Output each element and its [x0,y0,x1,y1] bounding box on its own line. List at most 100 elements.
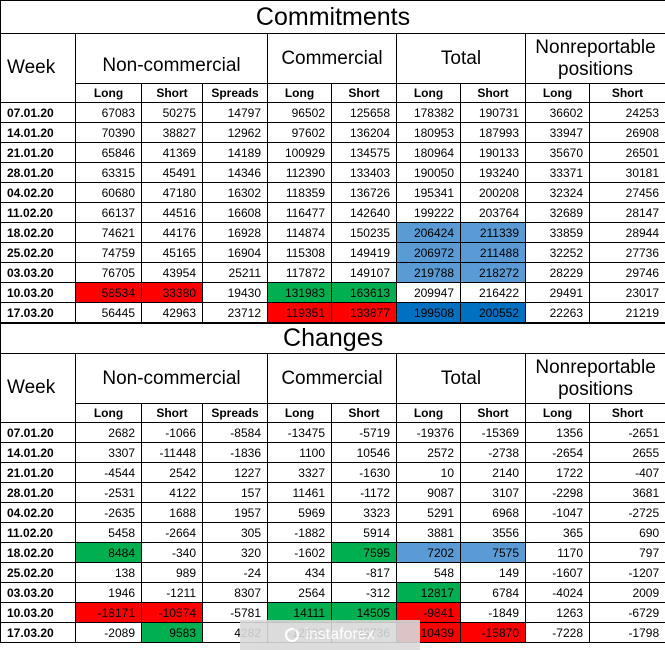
value-cell: 11461 [267,482,332,503]
column-header: Short [588,83,665,103]
value-cell: 44516 [141,202,203,223]
column-header: Short [141,403,203,423]
value-cell: -2738 [460,442,526,463]
column-header: Spreads [202,403,268,423]
value-cell: 219788 [396,262,461,283]
value-cell: 131983 [267,282,332,303]
watermark: instaforex [240,620,420,650]
changes-title: Changes [0,323,665,354]
table-row: 25.02.20 74759 45165 16904 115308 149419 20697… [0,242,665,263]
value-cell: 16904 [202,242,268,263]
value-cell: 320 [202,542,268,563]
value-cell: 199222 [396,202,461,223]
value-cell: 190050 [396,162,461,183]
value-cell: 218272 [460,262,526,283]
value-cell: 10 [396,462,461,483]
value-cell: -1066 [141,422,203,443]
value-cell: -817 [331,562,397,583]
value-cell: -10574 [141,602,203,623]
column-header: Long [525,403,590,423]
value-cell: 190731 [460,102,526,123]
value-cell: 200208 [460,182,526,203]
value-cell: -5719 [331,422,397,443]
group-nonreportable: Nonreportable positions [524,353,665,404]
week-date: 10.03.20 [0,282,76,303]
group-total: Total [396,33,526,84]
value-cell: 27456 [588,182,665,203]
value-cell: 16608 [202,202,268,223]
value-cell: 25211 [202,262,268,283]
value-cell: 36602 [525,102,590,123]
value-cell: -9841 [396,602,461,623]
value-cell: 2542 [141,462,203,483]
value-cell: 32252 [525,242,590,263]
value-cell: 2572 [396,442,461,463]
table-row: 28.01.20 -2531 4122 157 11461 -1172 9087 3107 -2… [0,482,665,503]
table-row: 18.02.20 74621 44176 16928 114874 150235 20642… [0,222,665,243]
value-cell: 3556 [460,522,526,543]
value-cell: -1211 [141,582,203,603]
value-cell: 67083 [75,102,142,123]
value-cell: 29746 [588,262,665,283]
value-cell: 41369 [141,142,203,163]
value-cell: -1607 [525,562,590,583]
value-cell: 134575 [331,142,397,163]
value-cell: 14189 [202,142,268,163]
value-cell: 1946 [75,582,142,603]
value-cell: 29491 [525,282,590,303]
table-row: 17.03.20 56445 42963 23712 119351 133877 19950… [0,302,665,323]
column-header: Short [460,83,526,103]
value-cell: -2531 [75,482,142,503]
value-cell: 7575 [460,542,526,563]
value-cell: -2635 [75,502,142,523]
column-header: Short [588,403,665,423]
value-cell: 142640 [331,202,397,223]
value-cell: 1957 [202,502,268,523]
value-cell: 70390 [75,122,142,143]
value-cell: 33859 [525,222,590,243]
week-date: 14.01.20 [0,442,76,463]
value-cell: 5914 [331,522,397,543]
value-cell: -7228 [525,622,590,643]
column-header: Long [396,403,461,423]
value-cell: 2655 [588,442,665,463]
week-header: Week [0,353,76,423]
week-date: 18.02.20 [0,222,76,243]
value-cell: 157 [202,482,268,503]
value-cell: -1836 [202,442,268,463]
table-row: 07.01.20 2682 -1066 -8584 -13475 -5719 -19376-… [0,422,665,443]
value-cell: -4024 [525,582,590,603]
value-cell: 115308 [267,242,332,263]
value-cell: 3323 [331,502,397,523]
value-cell: 28944 [588,222,665,243]
value-cell: 2564 [267,582,332,603]
value-cell: 365 [525,522,590,543]
value-cell: 24253 [588,102,665,123]
value-cell: 60680 [75,182,142,203]
week-date: 21.01.20 [0,462,76,483]
week-date: 21.01.20 [0,142,76,163]
column-header: Short [331,403,397,423]
week-date: 28.01.20 [0,482,76,503]
value-cell: 434 [267,562,332,583]
value-cell: 33947 [525,122,590,143]
week-date: 14.01.20 [0,122,76,143]
value-cell: -1207 [588,562,665,583]
value-cell: 117872 [267,262,332,283]
value-cell: -312 [331,582,397,603]
value-cell: 47180 [141,182,203,203]
value-cell: 9583 [141,622,203,643]
value-cell: 149419 [331,242,397,263]
week-date: 04.02.20 [0,502,76,523]
value-cell: 3327 [267,462,332,483]
instaforex-logo-icon [285,628,300,642]
value-cell: -340 [141,542,203,563]
value-cell: 27736 [588,242,665,263]
value-cell: 26501 [588,142,665,163]
value-cell: 1227 [202,462,268,483]
value-cell: 797 [588,542,665,563]
value-cell: 58534 [75,282,142,303]
value-cell: 119351 [267,302,332,323]
value-cell: 97602 [267,122,332,143]
value-cell: 33380 [141,282,203,303]
